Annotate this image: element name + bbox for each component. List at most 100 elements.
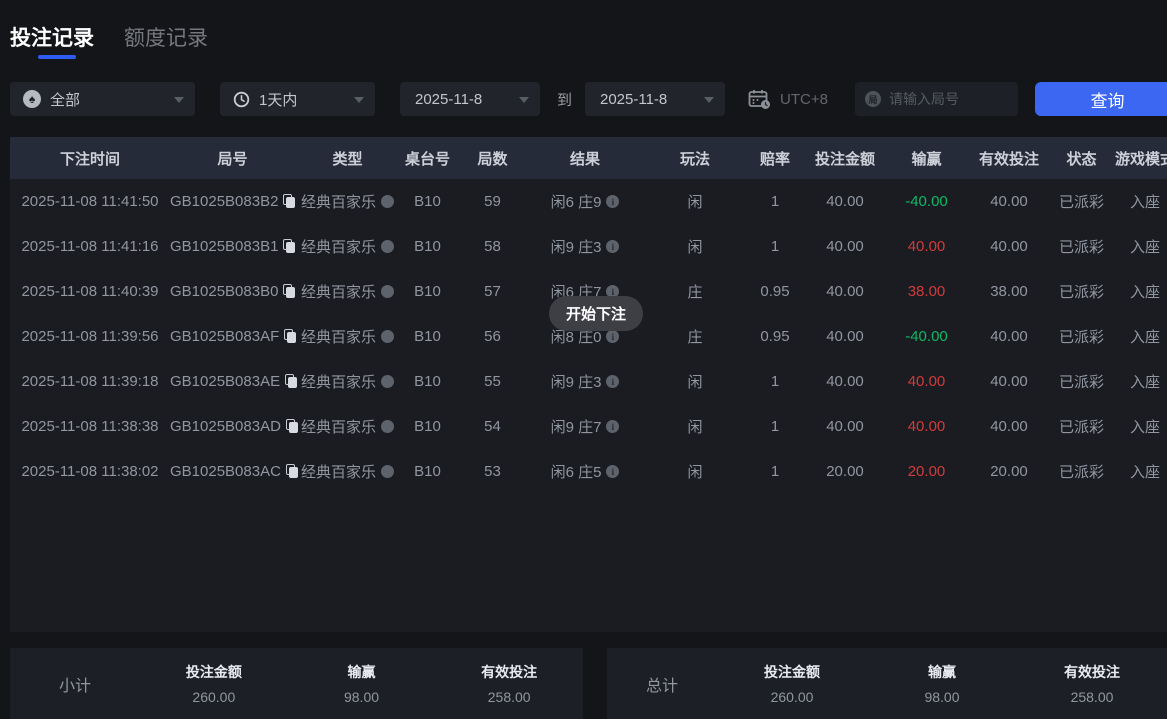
cell-bet-amount: 40.00 bbox=[826, 373, 864, 390]
info-icon[interactable] bbox=[606, 240, 620, 253]
total-card: 总计 投注金额 260.00 输赢 98.00 有效投注 258.00 bbox=[607, 648, 1167, 719]
cell-game-type: 经典百家乐 bbox=[295, 416, 400, 437]
cell-status: 已派彩 bbox=[1058, 194, 1104, 211]
cell-game-mode: 入座 bbox=[1129, 329, 1160, 346]
copy-icon[interactable] bbox=[283, 239, 296, 254]
info-icon[interactable] bbox=[606, 330, 620, 343]
cell-result: 闲9 庄7 bbox=[530, 416, 640, 437]
cell-round-id: GB1025B083AE bbox=[170, 373, 298, 390]
info-icon[interactable] bbox=[606, 285, 620, 298]
calendar-clock-icon[interactable] bbox=[748, 89, 772, 110]
cell-round-number: 58 bbox=[484, 238, 501, 255]
cell-game-mode: 入座 bbox=[1129, 374, 1160, 391]
copy-icon[interactable] bbox=[284, 329, 297, 344]
date-to-value: 2025-11-8 bbox=[600, 90, 668, 108]
cell-bet-time: 2025-11-08 11:41:16 bbox=[21, 238, 159, 255]
cell-bet-time: 2025-11-08 11:40:39 bbox=[21, 283, 159, 300]
column-header: 局号 bbox=[217, 150, 248, 168]
timezone-group: UTC+8 bbox=[748, 82, 828, 116]
bet-records-table: 下注时间 局号 类型 桌台号 局数 结果 玩法 赔率 投注金额 输赢 有效投注 状态游戏模式 2025… bbox=[10, 137, 1167, 632]
column-header: 游戏模式 bbox=[1114, 150, 1167, 168]
cell-game-mode: 入座 bbox=[1129, 464, 1160, 481]
total-items: 投注金额 260.00 输赢 98.00 有效投注 258.00 bbox=[717, 662, 1167, 705]
info-icon[interactable] bbox=[606, 375, 620, 388]
cell-valid-bet: 38.00 bbox=[990, 283, 1028, 300]
cell-bet-amount: 40.00 bbox=[826, 283, 864, 300]
summary-item: 有效投注 258.00 bbox=[1017, 662, 1167, 705]
info-icon[interactable] bbox=[606, 465, 620, 478]
date-to-picker[interactable]: 2025-11-8 bbox=[585, 82, 725, 116]
cell-odds: 0.95 bbox=[760, 283, 790, 300]
date-from-picker[interactable]: 2025-11-8 bbox=[400, 82, 540, 116]
game-badge-icon bbox=[381, 285, 394, 298]
cell-valid-bet: 40.00 bbox=[990, 373, 1028, 390]
cell-play-type: 闲 bbox=[687, 239, 703, 256]
summary-item-label: 投注金额 bbox=[764, 664, 820, 680]
info-icon[interactable] bbox=[606, 195, 620, 208]
cell-table-number: B10 bbox=[414, 418, 441, 435]
chevron-down-icon bbox=[354, 97, 364, 103]
timezone-label: UTC+8 bbox=[780, 90, 828, 108]
info-icon[interactable] bbox=[606, 420, 620, 433]
cell-table-number: B10 bbox=[414, 463, 441, 480]
tab-quota-records[interactable]: 额度记录 bbox=[124, 27, 208, 50]
summary-item-value: 98.00 bbox=[924, 689, 960, 705]
chevron-down-icon bbox=[174, 97, 184, 103]
column-header: 局数 bbox=[477, 150, 508, 168]
subtotal-card: 小计 投注金额 260.00 输赢 98.00 有效投注 258.00 bbox=[10, 648, 583, 719]
time-range-dropdown[interactable]: 1天内 bbox=[220, 82, 375, 116]
cell-play-type: 庄 bbox=[687, 329, 703, 346]
cell-odds: 0.95 bbox=[760, 328, 790, 345]
cell-status: 已派彩 bbox=[1058, 329, 1104, 346]
column-header: 桌台号 bbox=[404, 150, 450, 168]
cell-game-type: 经典百家乐 bbox=[295, 236, 400, 257]
copy-icon[interactable] bbox=[283, 284, 296, 299]
game-badge-icon bbox=[381, 195, 394, 208]
column-header: 输赢 bbox=[911, 150, 942, 168]
total-label: 总计 bbox=[645, 677, 678, 695]
copy-icon[interactable] bbox=[285, 419, 298, 434]
cell-bet-amount: 40.00 bbox=[826, 238, 864, 255]
copy-icon[interactable] bbox=[285, 374, 298, 389]
cell-bet-amount: 40.00 bbox=[826, 193, 864, 210]
cell-table-number: B10 bbox=[414, 373, 441, 390]
cell-odds: 1 bbox=[770, 418, 780, 435]
game-type-dropdown[interactable]: ♠ 全部 bbox=[10, 82, 195, 116]
cell-play-type: 闲 bbox=[687, 419, 703, 436]
column-header: 结果 bbox=[569, 150, 600, 168]
cell-odds: 1 bbox=[770, 193, 780, 210]
cell-bet-time: 2025-11-08 11:39:18 bbox=[21, 373, 159, 390]
cell-win-lose: 38.00 bbox=[907, 283, 946, 300]
cell-odds: 1 bbox=[770, 238, 780, 255]
cell-win-lose: 40.00 bbox=[907, 418, 946, 435]
round-search-input[interactable] bbox=[889, 91, 1008, 107]
cell-round-id: GB1025B083B0 bbox=[170, 283, 296, 300]
summary-item-label: 有效投注 bbox=[1064, 664, 1120, 680]
table-body: 2025-11-08 11:41:50 GB1025B083B2 经典百家乐 B… bbox=[10, 179, 1167, 494]
cell-game-mode: 入座 bbox=[1129, 284, 1160, 301]
copy-icon[interactable] bbox=[283, 194, 296, 209]
summary-item-value: 258.00 bbox=[487, 689, 531, 705]
cell-result: 闲8 庄0 bbox=[530, 326, 640, 347]
cell-status: 已派彩 bbox=[1058, 419, 1104, 436]
table-row: 2025-11-08 11:40:39 GB1025B083B0 经典百家乐 B… bbox=[10, 269, 1167, 314]
cell-play-type: 庄 bbox=[687, 284, 703, 301]
cell-game-type: 经典百家乐 bbox=[295, 461, 400, 482]
column-header: 赔率 bbox=[759, 150, 790, 168]
cell-win-lose: 40.00 bbox=[907, 373, 946, 390]
summary-item: 投注金额 260.00 bbox=[717, 662, 867, 705]
tab-bet-records[interactable]: 投注记录 bbox=[10, 27, 94, 50]
summary-item: 投注金额 260.00 bbox=[140, 662, 288, 705]
cell-odds: 1 bbox=[770, 463, 780, 480]
round-search-field: 局 bbox=[855, 82, 1018, 116]
cell-valid-bet: 40.00 bbox=[990, 328, 1028, 345]
copy-icon[interactable] bbox=[285, 464, 298, 479]
column-header: 有效投注 bbox=[978, 150, 1039, 168]
search-button[interactable]: 查询 bbox=[1035, 82, 1167, 116]
cell-game-type: 经典百家乐 bbox=[295, 191, 400, 212]
summary-item-label: 输赢 bbox=[347, 664, 376, 680]
cell-round-id: GB1025B083AD bbox=[170, 418, 298, 435]
summary-item-value: 258.00 bbox=[1070, 689, 1114, 705]
game-badge-icon bbox=[381, 465, 394, 478]
cell-bet-time: 2025-11-08 11:41:50 bbox=[21, 193, 159, 210]
